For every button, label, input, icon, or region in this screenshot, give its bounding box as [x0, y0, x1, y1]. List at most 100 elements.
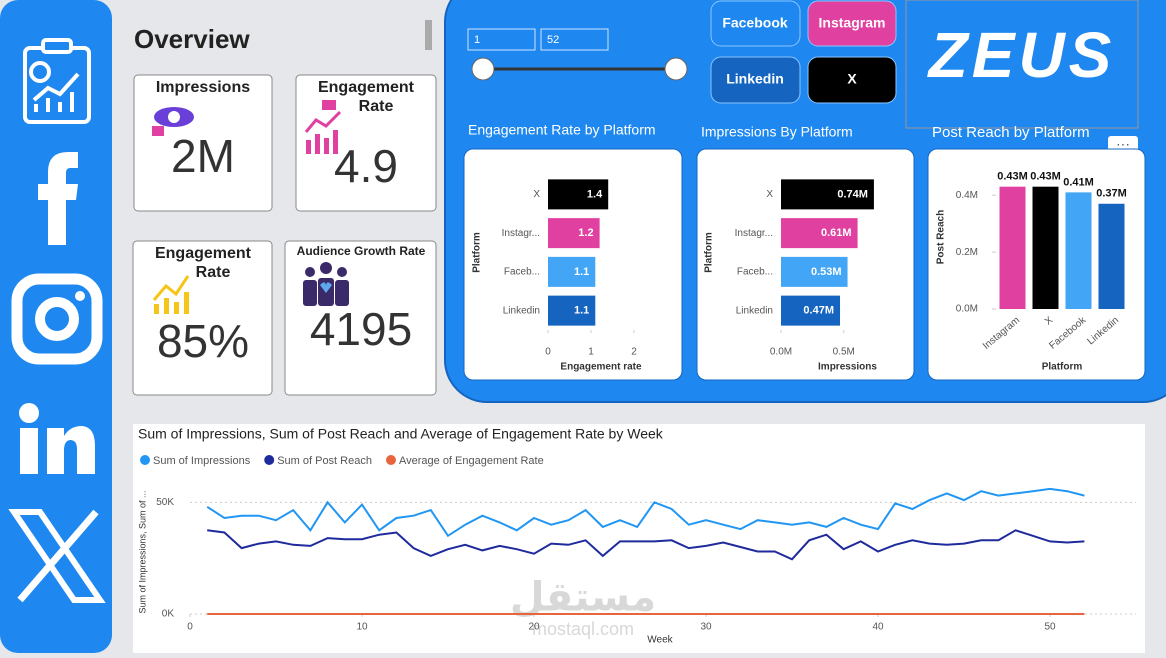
x-tick-label: 0.0M	[770, 347, 792, 358]
data-label: 0.74M	[837, 188, 868, 200]
chart-title: Engagement Rate by Platform	[468, 122, 656, 138]
logo: ZEUS	[927, 19, 1116, 91]
legend-marker	[140, 455, 150, 465]
slicer-from[interactable]: 1	[474, 34, 480, 46]
data-label: 0.41M	[1063, 176, 1094, 188]
bar	[548, 218, 600, 249]
y-axis-title: Post Reach	[936, 210, 947, 264]
bar	[781, 218, 858, 249]
engagement-icon	[304, 100, 342, 154]
legend-marker	[264, 455, 275, 465]
chart-title: Post Reach by Platform	[932, 124, 1090, 141]
facebook-icon	[38, 152, 78, 245]
x-axis-title: Week	[647, 635, 673, 646]
x-tick-label: 40	[872, 622, 884, 633]
x-tick-label: 30	[700, 622, 712, 633]
data-label: 1.4	[587, 188, 603, 200]
button-label[interactable]: X	[847, 71, 857, 87]
series-line	[206, 487, 1085, 538]
chart-title: Sum of Impressions, Sum of Post Reach an…	[138, 426, 664, 442]
data-label: 0.53M	[811, 266, 842, 278]
button[interactable]	[807, 56, 897, 104]
kpi-label: Audience Growth Rate	[297, 244, 426, 258]
logo-frame	[905, 0, 1139, 129]
kpi-cards	[132, 74, 437, 396]
x-tick-label: 0	[187, 622, 193, 633]
kpi-label: Engagement Rate	[155, 245, 252, 281]
legend-label: Sum of Impressions	[153, 455, 251, 467]
slicer-to[interactable]: 52	[547, 34, 559, 46]
slicer-from-box[interactable]	[467, 28, 536, 51]
x-tick-label: 2	[631, 347, 637, 358]
button-label[interactable]: Linkedin	[726, 71, 784, 87]
watermark: mostaql.com	[532, 619, 634, 639]
button[interactable]	[710, 56, 801, 104]
x-axis-title: Platform	[1042, 362, 1083, 373]
kpi-value: 4.9	[334, 140, 398, 192]
x-axis-title: Impressions	[818, 362, 877, 373]
x-tick-label: 1	[588, 347, 594, 358]
y-axis-title: Platform	[472, 232, 483, 273]
y-tick-label: Instagr...	[735, 228, 773, 239]
data-label: 0.47M	[803, 305, 834, 317]
kpi-label: Impressions	[156, 79, 250, 96]
audience-icon	[303, 262, 349, 306]
y-tick-label: Instagr...	[502, 228, 540, 239]
slider-handle[interactable]	[664, 57, 688, 81]
kpi-value: 2M	[171, 130, 235, 182]
data-label: 0.37M	[1096, 188, 1127, 200]
bar	[781, 179, 874, 210]
overview-title: Overview	[134, 24, 250, 54]
x-tick-label: 50	[1044, 622, 1056, 633]
button[interactable]	[710, 0, 801, 47]
kpi-value: 85%	[157, 315, 249, 367]
kpi-value: 4195	[310, 303, 412, 355]
bar	[548, 256, 596, 287]
kpi-label: Engagement Rate	[318, 79, 415, 115]
legend-marker	[385, 455, 396, 465]
data-label: 0.43M	[997, 171, 1028, 183]
y-tick-label: 50K	[156, 497, 174, 508]
legend-label: Sum of Post Reach	[277, 455, 372, 467]
bar	[1098, 203, 1125, 309]
data-label: 1.1	[574, 266, 589, 278]
x-tick-label: 10	[356, 622, 368, 633]
y-axis-title: Sum of Impressions, Sum of ...	[137, 490, 147, 613]
y-tick-label: X	[533, 189, 540, 200]
kpi-card	[132, 240, 273, 396]
y-tick-label: Faceb...	[504, 267, 540, 278]
y-tick-label: 0.4M	[956, 190, 978, 201]
report-icon	[23, 38, 91, 124]
y-tick-label: X	[766, 189, 773, 200]
bar	[548, 179, 609, 210]
slider-handle[interactable]	[471, 57, 495, 81]
button-label[interactable]: Instagram	[819, 15, 886, 31]
y-tick-label: 0.2M	[956, 247, 978, 258]
bar	[1032, 186, 1059, 309]
data-label: 0.61M	[821, 227, 852, 239]
impressions-icon	[152, 107, 194, 136]
x-axis-title: Engagement rate	[560, 362, 642, 373]
x-tick-label: 20	[528, 622, 540, 633]
engagement-icon-yellow	[152, 275, 190, 314]
bar	[999, 186, 1026, 309]
bar	[548, 295, 596, 326]
y-tick-label: 0.0M	[956, 304, 978, 315]
bar	[781, 256, 848, 287]
button-label[interactable]: Facebook	[722, 15, 788, 31]
data-label: 0.43M	[1030, 171, 1061, 183]
watermark: مستقل	[510, 576, 656, 620]
chart-title: Impressions By Platform	[701, 124, 853, 140]
bar	[1065, 192, 1092, 309]
more-dots[interactable]: ···	[1116, 136, 1130, 152]
series-line	[207, 529, 1085, 561]
instagram-icon	[11, 273, 103, 365]
bar	[781, 295, 841, 326]
y-tick-label: Linkedin	[736, 305, 773, 316]
data-label: 1.2	[578, 227, 593, 239]
slicer-to-box[interactable]	[540, 28, 609, 51]
data-label: 1.1	[574, 305, 589, 317]
button[interactable]	[807, 0, 897, 47]
